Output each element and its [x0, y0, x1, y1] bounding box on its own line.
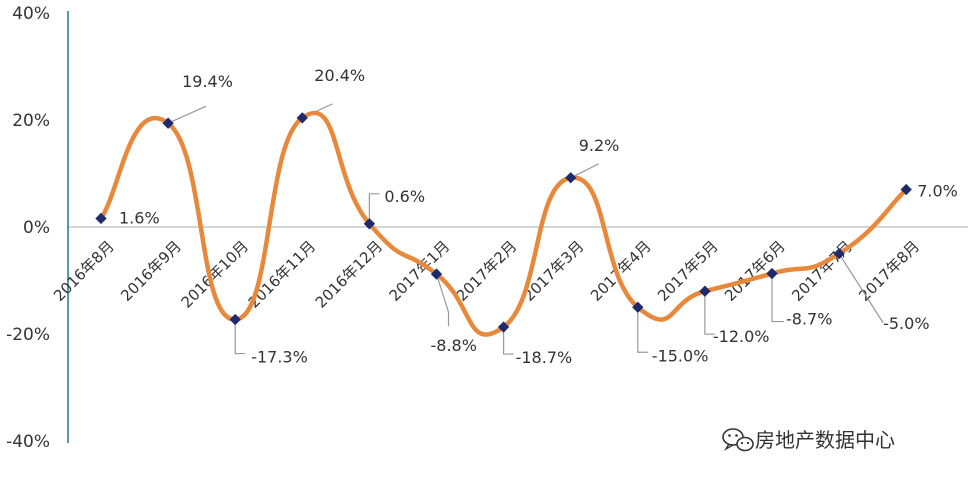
leader-line [771, 273, 784, 323]
data-label: 19.4% [182, 72, 233, 91]
data-point-marker [565, 172, 577, 184]
data-point-marker [833, 248, 845, 260]
data-point-marker [900, 183, 912, 196]
y-tick-label: 0% [23, 218, 50, 238]
x-tick-label: 2016年12月 [312, 237, 386, 311]
data-label: -8.7% [786, 310, 832, 329]
leader-line [368, 193, 380, 224]
leader-line [704, 291, 715, 335]
series-line [98, 110, 909, 337]
data-point-marker [497, 321, 510, 333]
leader-line [435, 273, 450, 327]
data-label: 1.6% [119, 208, 160, 227]
data-label: 7.0% [917, 182, 958, 201]
data-point-marker [632, 301, 644, 313]
watermark-text: 房地产数据中心 [755, 428, 895, 452]
y-tick-label: -40% [6, 432, 50, 452]
data-point-marker [363, 218, 376, 230]
leader-lines [167, 103, 884, 355]
data-markers [95, 112, 912, 333]
data-label: -18.7% [516, 348, 573, 367]
wechat-icon [722, 428, 754, 452]
data-point-marker [229, 313, 241, 326]
leader-line [637, 307, 648, 353]
x-tick-label: 2016年8月 [50, 237, 118, 305]
y-tick-label: 20% [12, 111, 50, 131]
x-tick-label: 2016年9月 [117, 237, 185, 305]
leader-line [503, 327, 514, 355]
data-label: -5.0% [883, 314, 929, 333]
leader-line [838, 253, 884, 324]
y-axis: 40% 20% 0% -20% -40% [6, 4, 50, 452]
data-label: 9.2% [579, 136, 620, 155]
x-tick-label: 2016年11月 [245, 237, 319, 311]
watermark: 房地产数据中心 [722, 428, 895, 452]
data-point-marker [699, 285, 711, 297]
x-tick-label: 2017年4月 [587, 237, 655, 305]
data-label: -8.8% [431, 336, 477, 355]
data-label: -15.0% [652, 346, 709, 365]
data-label: 0.6% [384, 187, 425, 206]
y-tick-label: -20% [6, 325, 50, 345]
data-label: 20.4% [314, 66, 365, 85]
x-tick-label: 2017年2月 [453, 237, 521, 305]
data-labels: 1.6% 19.4% -17.3% 20.4% 0.6% -8.8% -18.7% 9.2% -… [119, 66, 958, 367]
leader-line [167, 105, 207, 124]
data-point-marker [766, 267, 778, 280]
x-tick-label: 2017年5月 [654, 237, 722, 305]
y-tick-label: 40% [12, 4, 50, 24]
leader-line [234, 319, 246, 355]
data-label: -17.3% [251, 348, 308, 367]
data-label: -12.0% [713, 327, 770, 346]
data-point-marker [430, 268, 443, 280]
